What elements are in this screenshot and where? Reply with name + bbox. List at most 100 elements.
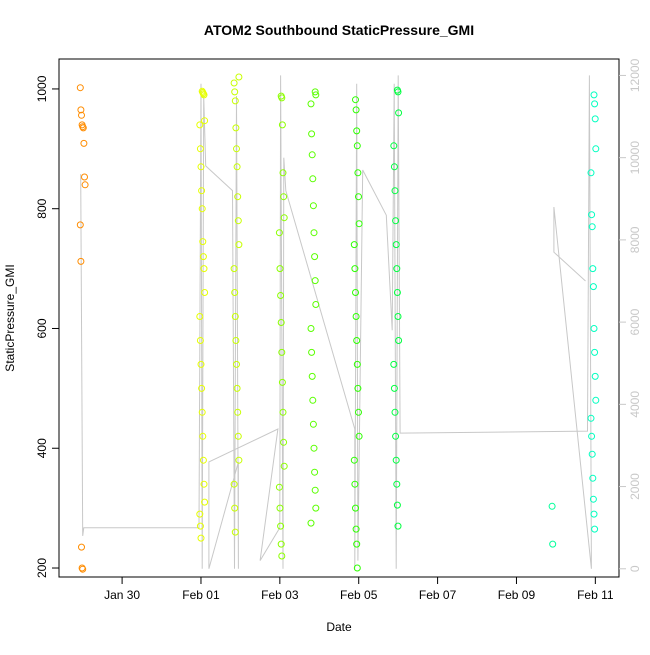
- data-point: [280, 214, 288, 222]
- data-point: [196, 313, 204, 320]
- data-point: [200, 91, 208, 99]
- data-point: [355, 220, 363, 228]
- data-point: [355, 193, 362, 201]
- data-point: [198, 384, 206, 392]
- data-point: [352, 289, 359, 296]
- data-point: [350, 456, 358, 464]
- data-point: [234, 432, 242, 440]
- data-point: [587, 169, 595, 177]
- data-point: [307, 325, 315, 332]
- data-point: [277, 292, 285, 299]
- data-point: [234, 217, 242, 225]
- data-point: [200, 265, 208, 273]
- data-point: [393, 480, 401, 488]
- x-axis-label: Date: [326, 620, 352, 634]
- data-point: [309, 202, 317, 210]
- data-point: [591, 115, 599, 123]
- data-point: [548, 502, 556, 510]
- data-point: [312, 91, 320, 99]
- data-point: [311, 277, 319, 285]
- data-point: [591, 525, 599, 533]
- y-tick-label: 800: [35, 198, 49, 218]
- data-point: [351, 480, 359, 488]
- data-point: [81, 173, 88, 181]
- data-point: [395, 337, 403, 344]
- y2-tick-label: 12000: [628, 58, 642, 92]
- data-point: [278, 121, 286, 129]
- data-point: [394, 88, 402, 96]
- data-point: [352, 504, 359, 512]
- data-point: [311, 468, 319, 476]
- data-point: [312, 504, 320, 512]
- data-point: [591, 372, 599, 380]
- data-point: [390, 384, 398, 392]
- data-point: [393, 265, 401, 273]
- y-tick-label: 600: [35, 318, 49, 338]
- data-point: [76, 221, 84, 229]
- data-point: [79, 565, 87, 573]
- data-point: [278, 94, 286, 102]
- data-point: [393, 289, 401, 296]
- data-point: [78, 111, 85, 119]
- y2-tick-label: 10000: [628, 141, 642, 175]
- data-point: [196, 510, 204, 518]
- data-point: [280, 462, 288, 470]
- data-point: [231, 289, 239, 296]
- data-point: [231, 528, 239, 536]
- data-point: [588, 211, 596, 219]
- data-point: [353, 564, 361, 572]
- data-point: [230, 265, 238, 273]
- data-point: [591, 100, 599, 108]
- data-point: [79, 124, 87, 132]
- data-point: [549, 540, 557, 548]
- x-tick-label: Feb 03: [261, 588, 299, 602]
- data-point: [311, 88, 319, 96]
- x-tick-label: Feb 09: [498, 588, 536, 602]
- data-point: [234, 193, 242, 201]
- x-tick-label: Feb 07: [419, 588, 457, 602]
- data-point: [354, 384, 362, 392]
- data-point: [201, 498, 209, 506]
- data-point: [76, 84, 84, 92]
- data-point: [352, 313, 360, 320]
- data-point: [350, 241, 358, 249]
- data-point: [308, 372, 316, 380]
- data-point: [231, 313, 239, 320]
- data-point: [310, 229, 318, 237]
- data-point: [355, 408, 362, 416]
- data-point: [309, 420, 317, 428]
- data-point: [230, 480, 238, 488]
- data-point: [309, 175, 317, 183]
- data-point: [277, 319, 285, 326]
- y2-tick-label: 2000: [628, 473, 642, 500]
- data-point: [235, 241, 243, 249]
- data-point: [280, 438, 288, 446]
- data-point: [589, 283, 597, 291]
- axes-layer: Jan 30 Feb 01 Feb 03 Feb 05 Feb 07 Feb 09 Feb …: [35, 58, 642, 602]
- data-point: [198, 187, 206, 195]
- data-point: [591, 348, 599, 356]
- data-point: [278, 552, 286, 560]
- data-point: [77, 106, 85, 114]
- data-point: [354, 169, 362, 177]
- data-point: [352, 106, 360, 114]
- x-tick-label: Feb 11: [577, 588, 614, 602]
- data-point: [232, 124, 240, 132]
- data-point: [588, 223, 596, 231]
- data-point: [232, 337, 240, 344]
- data-point: [276, 504, 284, 512]
- data-point: [394, 522, 402, 530]
- plot-frame: [58, 58, 620, 578]
- data-point: [80, 139, 88, 147]
- data-point: [278, 348, 286, 356]
- data-point: [353, 127, 361, 135]
- data-point: [279, 169, 287, 177]
- data-point: [307, 519, 315, 527]
- data-point: [392, 241, 400, 249]
- data-point: [199, 456, 207, 464]
- data-point: [197, 360, 205, 368]
- data-point: [353, 360, 361, 368]
- data-point: [77, 257, 85, 265]
